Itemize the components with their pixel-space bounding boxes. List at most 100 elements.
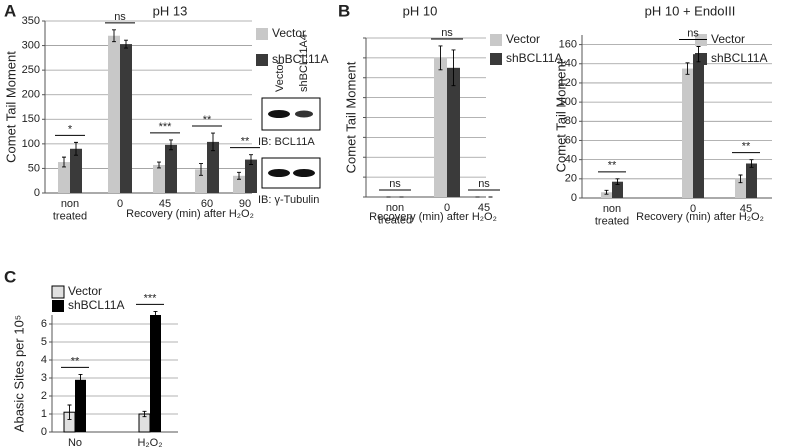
y-axis-label: Comet Tail Moment (553, 60, 568, 172)
bar (434, 57, 447, 197)
panel-letter: B (338, 1, 350, 20)
legend-swatch (51, 285, 65, 299)
error-bar (237, 171, 241, 180)
x-tick-label: 45 (478, 202, 490, 214)
western-blot: Vector shBCL11A4 IB: BCL11A IB: γ-Tubuli… (258, 34, 321, 206)
bar (682, 68, 693, 198)
y-tick-label: 3 (41, 372, 47, 384)
bar (233, 175, 245, 193)
y-axis-label: Comet Tail Moment (3, 51, 18, 163)
y-tick-label: 300 (22, 39, 40, 51)
legend-swatch (490, 34, 502, 46)
legend-label: shBCL11A (711, 51, 767, 65)
significance-label: * (68, 123, 73, 135)
panel-letter: A (4, 1, 16, 20)
y-tick-label: 2 (41, 390, 47, 402)
blot-label: IB: γ-Tubulin (258, 194, 319, 206)
y-tick-label: 40 (565, 154, 577, 166)
legend-swatch (52, 300, 64, 312)
y-tick-label: 50 (28, 162, 40, 174)
chart-title: pH 10 + EndoIII (645, 3, 736, 18)
x-tick-label: 45 (159, 198, 171, 210)
legend-swatch (256, 28, 268, 40)
panel-letter: C (4, 267, 16, 286)
legend-label: Vector (711, 32, 745, 46)
y-tick-label: 350 (22, 15, 40, 27)
bar (165, 144, 177, 193)
y-tick-label: 60 (565, 134, 577, 146)
band (293, 169, 315, 177)
blot-label: IB: BCL11A (258, 136, 315, 148)
y-tick-label: 0 (34, 187, 40, 199)
bar (735, 178, 746, 198)
error-bar (78, 373, 83, 386)
y-tick-label: 1 (41, 408, 47, 420)
y-tick-label: 0 (41, 426, 47, 438)
y-axis-label: Abasic Sites per 10⁵ (11, 315, 26, 432)
legend-label: shBCL11A (506, 51, 562, 65)
error-bar (696, 46, 701, 63)
y-tick-label: 150 (22, 113, 40, 125)
band (268, 110, 290, 118)
bar (245, 159, 257, 193)
error-bar (124, 39, 128, 49)
error-bar (738, 174, 743, 184)
error-bar (199, 163, 203, 176)
chart-title: pH 10 (403, 3, 438, 18)
legend-label: Vector (506, 32, 540, 46)
error-bar (67, 404, 72, 420)
y-tick-label: 250 (22, 64, 40, 76)
bar (612, 181, 623, 198)
error-bar (249, 154, 253, 165)
bar (70, 148, 82, 193)
x-tick-label: Notreatment (52, 437, 98, 447)
y-tick-label: 5 (41, 336, 47, 348)
bar (58, 162, 70, 193)
x-tick-label: non treated (378, 202, 412, 227)
x-tick-label: H₂O₂+ 45 min (129, 437, 172, 447)
error-bar (749, 159, 754, 168)
y-tick-label: 140 (559, 58, 577, 70)
legend-label: Vector (68, 284, 102, 298)
x-tick-label: 60 (201, 198, 213, 210)
lane-label: Vector (274, 60, 286, 92)
error-bar (211, 132, 215, 152)
bar (150, 315, 161, 432)
lane-label: shBCL11A4 (298, 34, 310, 92)
y-tick-label: 200 (22, 89, 40, 101)
y-tick-label: 100 (22, 138, 40, 150)
error-bar (62, 156, 66, 168)
bar (75, 379, 86, 432)
error-bar (169, 139, 173, 151)
y-tick-label: 20 (565, 173, 577, 185)
significance-label: ns (441, 27, 453, 39)
bar (108, 35, 120, 193)
error-bar (157, 161, 161, 169)
bar (746, 163, 757, 198)
x-tick-label: 45 (740, 203, 752, 215)
significance-label: *** (144, 292, 158, 304)
chart-title: pH 13 (153, 3, 188, 18)
significance-label: ns (114, 11, 126, 23)
error-bar (604, 189, 609, 195)
x-tick-label: 90 (239, 198, 251, 210)
x-axis-label: Recovery (min) after H₂O₂ (369, 211, 497, 223)
significance-label: *** (159, 121, 173, 133)
x-tick-label: non treated (595, 203, 629, 228)
y-tick-label: 6 (41, 318, 47, 330)
legend-swatch (490, 53, 502, 65)
band (295, 110, 313, 118)
error-bar (685, 62, 690, 75)
y-tick-label: 0 (571, 192, 577, 204)
significance-label: ** (742, 141, 751, 153)
error-bar (615, 178, 620, 186)
bar (195, 169, 207, 193)
significance-label: ** (241, 136, 250, 148)
significance-label: ** (203, 114, 212, 126)
bar (693, 54, 704, 199)
y-tick-label: 120 (559, 77, 577, 89)
significance-label: ** (71, 355, 80, 367)
error-bar (438, 45, 443, 71)
x-tick-label: 0 (117, 198, 123, 210)
y-tick-label: 80 (565, 115, 577, 127)
